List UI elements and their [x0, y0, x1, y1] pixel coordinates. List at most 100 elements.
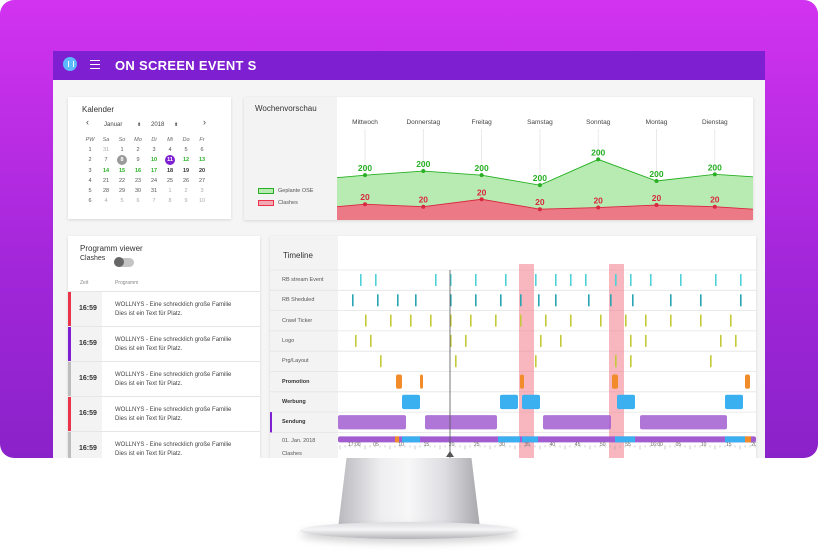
calendar-day[interactable]: 9 [130, 155, 146, 165]
calendar-day[interactable]: 1 [162, 186, 178, 196]
program-row[interactable]: 16:59 WOLLNYS - Eine schrecklich große F… [68, 431, 260, 458]
timeline-event-marker [570, 274, 572, 286]
calendar-day[interactable]: 31 [146, 186, 162, 196]
timeline-event-marker [700, 294, 702, 307]
app-logo-icon[interactable] [63, 57, 77, 71]
program-title: WOLLNYS - Eine schrecklich große Familie [115, 337, 232, 343]
calendar-day[interactable]: 6 [130, 196, 146, 206]
calendar-day[interactable]: 1 [114, 145, 130, 155]
calendar-day[interactable]: 30 [130, 186, 146, 196]
calendar-day[interactable]: 20 [194, 166, 210, 176]
calendar-day[interactable]: 8 [114, 155, 130, 166]
timeline-event-block [420, 374, 423, 389]
timeline-chart [270, 264, 756, 458]
calendar-day[interactable]: 21 [98, 176, 114, 186]
month-select-caret-icon[interactable]: ⬍ [137, 122, 142, 128]
timeline-overview-strip [338, 436, 756, 443]
year-select-caret-icon[interactable]: ⬍ [174, 122, 179, 128]
timeline-event-marker [390, 314, 392, 327]
calendar-week-number: 2 [82, 155, 98, 165]
timeline-tick-label: 35 [524, 442, 530, 449]
calendar-day[interactable]: 2 [130, 145, 146, 155]
calendar-day[interactable]: 3 [194, 186, 210, 196]
timeline-event-marker [375, 274, 377, 286]
calendar-day[interactable]: 10 [194, 196, 210, 206]
calendar-day[interactable]: 2 [178, 186, 194, 196]
calendar-cell-text: 21 [102, 177, 110, 184]
calendar-cell-text: 2 [88, 157, 92, 164]
calendar-day[interactable]: 31 [98, 145, 114, 155]
calendar-day[interactable]: 19 [178, 166, 194, 176]
legend-item-planned: Geplante OSE [258, 188, 313, 194]
calendar-cell-text: 11 [167, 157, 173, 164]
timeline-event-marker [500, 294, 502, 307]
calendar-day[interactable]: 22 [114, 176, 130, 186]
planned-point [537, 183, 542, 188]
hamburger-menu-icon[interactable] [90, 60, 100, 69]
calendar-cell-text: 5 [184, 147, 188, 154]
calendar-cell-text: 8 [120, 157, 124, 164]
program-row[interactable]: 16:59 WOLLNYS - Eine schrecklich große F… [68, 361, 260, 397]
calendar-day[interactable]: 26 [178, 176, 194, 186]
chevron-left-icon[interactable]: ‹ [86, 117, 89, 127]
calendar-day[interactable]: 29 [114, 186, 130, 196]
calendar-day[interactable]: 9 [178, 196, 194, 206]
clashes-toggle[interactable] [114, 257, 134, 267]
calendar-cell-text: 5 [88, 188, 92, 195]
timeline-tick-label: 16:00 [650, 442, 663, 449]
calendar-day[interactable]: 3 [146, 145, 162, 155]
calendar-day[interactable]: 12 [178, 155, 194, 165]
calendar-weekday-header: Do [178, 135, 194, 145]
calendar-day[interactable]: 7 [146, 196, 162, 206]
calendar-day[interactable]: 13 [194, 155, 210, 165]
program-viewer-card: Programm viewer Clashes Zeit Programm 16… [68, 236, 260, 458]
timeline-event-marker [535, 355, 537, 368]
legend-item-clashes: Clashes [258, 200, 298, 206]
calendar-day[interactable]: 24 [146, 176, 162, 186]
calendar-day[interactable]: 27 [194, 176, 210, 186]
calendar-day[interactable]: 25 [162, 176, 178, 186]
calendar-day[interactable]: 18 [162, 166, 178, 176]
calendar-day[interactable]: 15 [114, 166, 130, 176]
timeline-event-marker [740, 294, 742, 307]
timeline-event-marker [632, 294, 634, 307]
timeline-event-marker [470, 314, 472, 327]
calendar-day[interactable]: 10 [146, 155, 162, 165]
month-select[interactable]: Januar [104, 122, 123, 128]
week-day-label: Mittwoch [352, 119, 378, 126]
program-row[interactable]: 16:59 WOLLNYS - Eine schrecklich große F… [68, 291, 260, 327]
timeline-event-marker [670, 314, 672, 327]
week-preview-card: Wochenvorschau Geplante OSE Clashes Mitt… [244, 97, 753, 220]
calendar-day[interactable]: 5 [178, 145, 194, 155]
calendar-day[interactable]: 11 [162, 155, 178, 166]
timeline-event-block [543, 415, 611, 430]
calendar-cell-text: Sa [102, 137, 110, 144]
program-time: 16:59 [79, 410, 97, 417]
calendar-day[interactable]: 5 [114, 196, 130, 206]
calendar-day[interactable]: 14 [98, 166, 114, 176]
calendar-day[interactable]: 17 [146, 166, 162, 176]
timeline-tick-label: 10 [700, 442, 707, 449]
program-row[interactable]: 16:59 WOLLNYS - Eine schrecklich große F… [68, 326, 260, 362]
legend-swatch-clashes [258, 200, 274, 206]
chevron-right-icon[interactable]: › [203, 117, 206, 127]
calendar-day[interactable]: 28 [98, 186, 114, 196]
program-row[interactable]: 16:59 WOLLNYS - Eine schrecklich große F… [68, 396, 260, 432]
week-preview-title: Wochenvorschau [255, 104, 317, 113]
calendar-cell-text: 30 [134, 188, 142, 195]
timeline-event-block [396, 374, 402, 389]
calendar-day[interactable]: 4 [98, 196, 114, 206]
calendar-day[interactable]: 4 [162, 145, 178, 155]
timeline-event-block [612, 374, 618, 389]
calendar-day[interactable]: 23 [130, 176, 146, 186]
calendar-day[interactable]: 7 [98, 155, 114, 165]
calendar-cell-text: Fr [199, 137, 205, 144]
calendar-day[interactable]: 8 [162, 196, 178, 206]
timeline-row-label: RB Sheduled [282, 297, 315, 304]
calendar-day[interactable]: 16 [130, 166, 146, 176]
year-select[interactable]: 2018 [151, 122, 165, 128]
calendar-day[interactable]: 6 [194, 145, 210, 155]
timeline-event-marker [710, 355, 712, 368]
week-day-label: Sonntag [586, 119, 611, 126]
clash-highlight-band [519, 264, 534, 458]
